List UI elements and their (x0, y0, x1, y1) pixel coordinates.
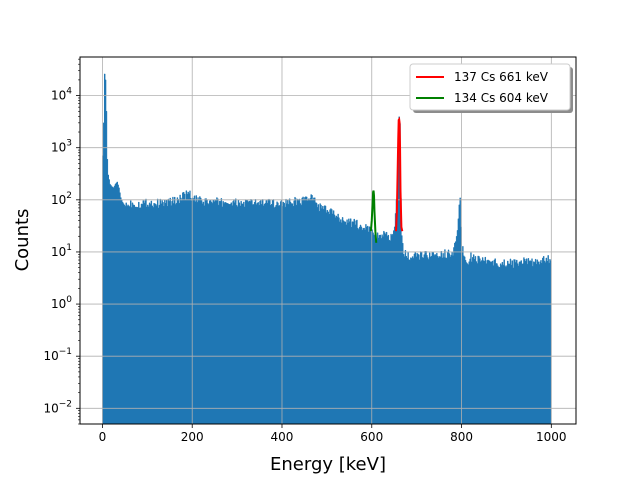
y-axis-label: Counts (12, 209, 33, 272)
legend-label: 137 Cs 661 keV (454, 70, 549, 84)
legend-box (409, 63, 571, 111)
y-tick-label: 10−2 (43, 399, 72, 415)
series-line-1 (395, 116, 404, 232)
y-tick-label: 100 (51, 295, 72, 311)
y-axis-ticks: 10−2 10−1 100 101 102 103 104 (43, 58, 80, 425)
y-tick-label: 103 (51, 139, 72, 155)
x-tick-label: 600 (360, 430, 383, 444)
x-tick-label: 1000 (536, 430, 567, 444)
axes-frame (79, 56, 577, 425)
legend: 137 Cs 661 keV 134 Cs 604 keV (409, 63, 573, 113)
series-line-2 (369, 190, 378, 243)
plot-area (79, 56, 577, 425)
x-tick-label: 800 (450, 430, 473, 444)
x-axis-label: Energy [keV] (270, 454, 386, 475)
legend-label: 134 Cs 604 keV (454, 91, 549, 105)
x-tick-label: 400 (271, 430, 294, 444)
grid (80, 57, 576, 424)
y-tick-label: 104 (51, 87, 72, 103)
histogram (102, 73, 552, 425)
y-tick-label: 10−1 (43, 347, 72, 363)
histogram-bars (102, 73, 552, 425)
peak-series (369, 116, 404, 243)
y-tick-label: 102 (51, 191, 72, 207)
x-tick-label: 0 (99, 430, 107, 444)
x-axis-ticks: 0 200 400 600 800 1000 (99, 424, 567, 444)
y-tick-label: 101 (51, 243, 72, 259)
x-tick-label: 200 (181, 430, 204, 444)
